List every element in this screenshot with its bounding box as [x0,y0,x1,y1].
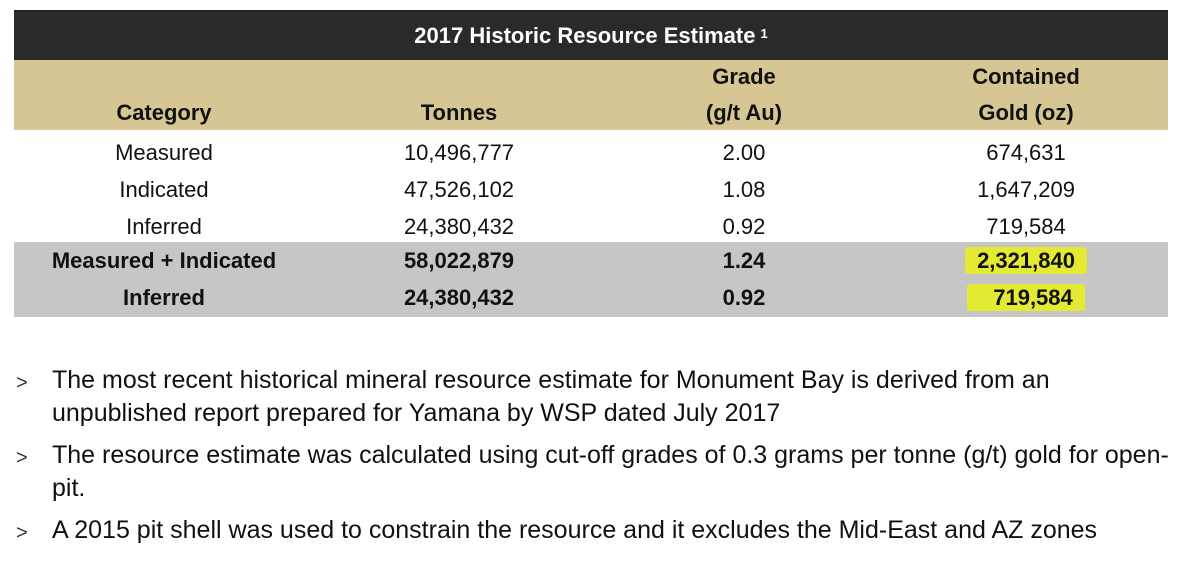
header-gold-line2: Gold (oz) [978,100,1074,125]
summary-inferred-category: Inferred [123,285,205,310]
row-indicated-tonnes: 47,526,102 [403,177,515,202]
row-indicated-grade: 1.08 [722,177,766,202]
row-measured-tonnes: 10,496,777 [403,140,515,165]
title-footnote: 1 [760,25,768,41]
table-title: 2017 Historic Resource Estimate [414,23,756,48]
list-item: > The resource estimate was calculated u… [14,439,1184,505]
header-grade-line2: (g/t Au) [705,100,783,125]
bullet-marker: > [16,522,28,544]
bullet-list: > The most recent historical mineral res… [14,364,1184,556]
bullet-text: The resource estimate was calculated usi… [52,441,1169,502]
summary-mi-gold: 2,321,840 [965,247,1087,274]
list-item: > The most recent historical mineral res… [14,364,1184,430]
list-item: > A 2015 pit shell was used to constrain… [14,514,1184,547]
header-grade-line1: Grade [712,64,776,89]
header-tonnes: Tonnes [420,100,498,125]
header-category: Category [116,100,212,125]
summary-mi-tonnes: 58,022,879 [403,248,515,273]
top-rule [14,10,1168,12]
header-gold-line1: Contained [972,64,1080,89]
summary-inferred-gold-cell: 719,584 [884,279,1168,316]
row-indicated-category: Indicated [119,177,209,202]
summary-inferred-grade: 0.92 [722,285,766,310]
table-header-band [14,60,1168,130]
summary-inferred-gold: 719,584 [967,284,1085,311]
row-indicated-gold: 1,647,209 [977,177,1075,202]
row-inferred-grade: 0.92 [722,214,766,239]
bullet-text: A 2015 pit shell was used to constrain t… [52,516,1098,544]
summary-mi-category: Measured + Indicated [51,248,277,273]
row-inferred-tonnes: 24,380,432 [403,214,515,239]
row-inferred-category: Inferred [126,214,202,239]
summary-mi-gold-cell: 2,321,840 [884,242,1168,279]
row-measured-gold: 674,631 [986,140,1066,165]
bullet-marker: > [16,447,28,469]
summary-mi-grade: 1.24 [722,248,766,273]
row-measured-category: Measured [115,140,213,165]
row-inferred-gold: 719,584 [986,214,1066,239]
row-measured-grade: 2.00 [722,140,766,165]
bullet-marker: > [16,372,28,394]
summary-inferred-tonnes: 24,380,432 [403,285,515,310]
table-title-bar: 2017 Historic Resource Estimate 1 [14,12,1168,60]
bullet-text: The most recent historical mineral resou… [52,366,1050,427]
